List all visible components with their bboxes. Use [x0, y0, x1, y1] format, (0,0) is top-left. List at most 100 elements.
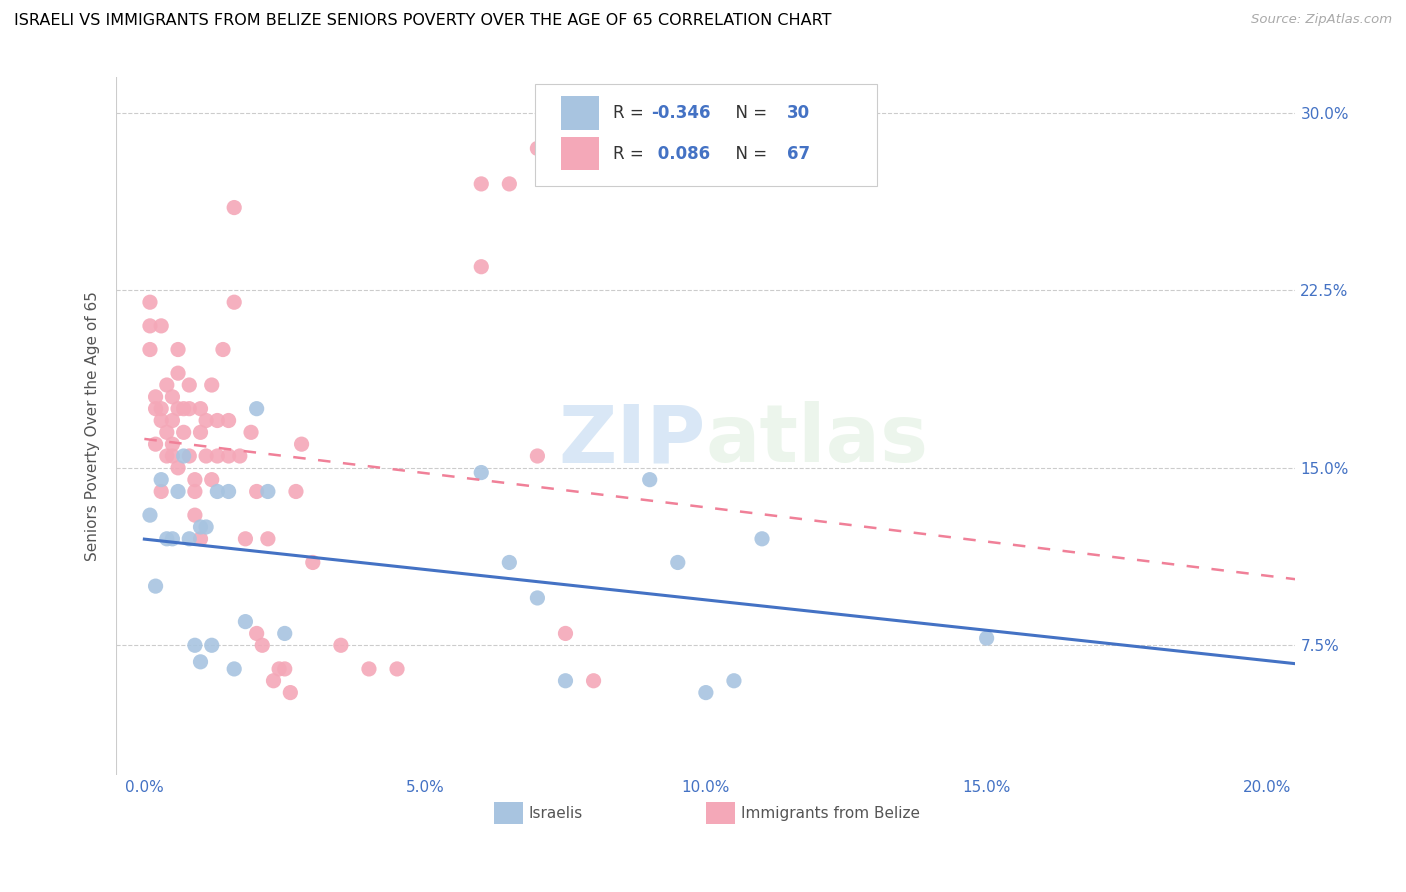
Point	[145, 437, 167, 451]
Point	[385, 662, 408, 676]
Point	[526, 449, 548, 463]
Point	[526, 141, 548, 155]
Text: R =: R =	[613, 145, 648, 162]
Point	[470, 466, 492, 480]
Point	[156, 449, 179, 463]
Point	[329, 638, 352, 652]
Point	[145, 579, 167, 593]
Point	[224, 201, 246, 215]
Text: Immigrants from Belize: Immigrants from Belize	[741, 805, 921, 821]
Point	[218, 484, 240, 499]
Point	[498, 556, 520, 570]
Point	[470, 177, 492, 191]
Text: N =: N =	[724, 104, 772, 122]
Point	[195, 449, 218, 463]
Point	[224, 295, 246, 310]
Text: N =: N =	[724, 145, 772, 162]
Point	[190, 655, 212, 669]
Point	[218, 413, 240, 427]
Point	[301, 556, 323, 570]
Point	[139, 318, 162, 333]
Point	[207, 484, 229, 499]
Point	[195, 520, 218, 534]
Point	[274, 626, 297, 640]
Point	[554, 626, 576, 640]
Point	[751, 532, 773, 546]
Point	[229, 449, 252, 463]
Point	[582, 673, 605, 688]
Point	[162, 413, 184, 427]
Point	[695, 685, 717, 699]
Point	[976, 631, 998, 645]
Point	[150, 484, 173, 499]
Point	[252, 638, 274, 652]
Point	[212, 343, 235, 357]
Point	[139, 508, 162, 523]
Point	[156, 425, 179, 440]
Point	[201, 473, 224, 487]
Point	[162, 532, 184, 546]
Point	[235, 532, 257, 546]
Text: ISRAELI VS IMMIGRANTS FROM BELIZE SENIORS POVERTY OVER THE AGE OF 65 CORRELATION: ISRAELI VS IMMIGRANTS FROM BELIZE SENIOR…	[14, 13, 831, 29]
Text: -0.346: -0.346	[651, 104, 711, 122]
Text: ZIP: ZIP	[558, 401, 706, 479]
Point	[240, 425, 263, 440]
Point	[224, 662, 246, 676]
Point	[235, 615, 257, 629]
Point	[179, 449, 201, 463]
Point	[184, 473, 207, 487]
Point	[139, 295, 162, 310]
Text: Israelis: Israelis	[529, 805, 583, 821]
Point	[162, 437, 184, 451]
Point	[162, 449, 184, 463]
Point	[269, 662, 291, 676]
Point	[257, 532, 280, 546]
Point	[150, 318, 173, 333]
Point	[184, 484, 207, 499]
Text: R =: R =	[613, 104, 648, 122]
Point	[201, 638, 224, 652]
Point	[184, 638, 207, 652]
Point	[156, 532, 179, 546]
Point	[190, 520, 212, 534]
Point	[263, 673, 285, 688]
Point	[150, 413, 173, 427]
Text: atlas: atlas	[706, 401, 929, 479]
Point	[167, 366, 190, 380]
Point	[357, 662, 380, 676]
Point	[150, 401, 173, 416]
Text: 67: 67	[787, 145, 810, 162]
Point	[173, 449, 195, 463]
Point	[723, 673, 745, 688]
Y-axis label: Seniors Poverty Over the Age of 65: Seniors Poverty Over the Age of 65	[86, 292, 100, 561]
Point	[201, 378, 224, 392]
Point	[554, 673, 576, 688]
FancyBboxPatch shape	[494, 802, 523, 824]
Point	[195, 413, 218, 427]
Point	[218, 449, 240, 463]
Point	[145, 401, 167, 416]
Point	[179, 401, 201, 416]
Point	[150, 473, 173, 487]
Point	[257, 484, 280, 499]
Point	[167, 460, 190, 475]
Point	[167, 484, 190, 499]
Point	[666, 556, 689, 570]
Point	[139, 343, 162, 357]
Point	[280, 685, 302, 699]
Point	[284, 484, 307, 499]
Point	[207, 449, 229, 463]
FancyBboxPatch shape	[534, 85, 877, 186]
Point	[290, 437, 312, 451]
Point	[173, 401, 195, 416]
Point	[162, 390, 184, 404]
Point	[190, 532, 212, 546]
Point	[274, 662, 297, 676]
Text: 30: 30	[787, 104, 810, 122]
Point	[190, 425, 212, 440]
Point	[145, 390, 167, 404]
Point	[246, 484, 269, 499]
Point	[167, 401, 190, 416]
Point	[638, 473, 661, 487]
Point	[167, 343, 190, 357]
